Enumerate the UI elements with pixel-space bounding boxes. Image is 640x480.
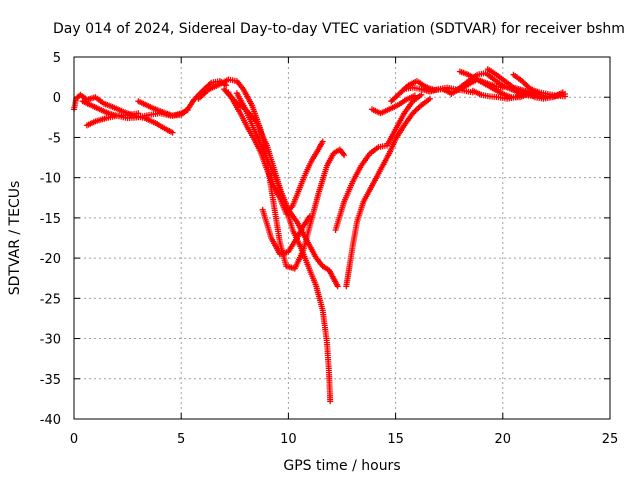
chart-title: Day 014 of 2024, Sidereal Day-to-day VTE… — [53, 21, 625, 37]
y-tick-label: -15 — [40, 212, 61, 227]
x-tick-label: 10 — [280, 432, 297, 447]
data-point — [562, 93, 568, 100]
series-arc-11 — [343, 95, 433, 290]
y-tick-label: -35 — [40, 373, 61, 388]
x-tick-label: 5 — [177, 432, 185, 447]
y-tick-label: 5 — [53, 51, 61, 66]
x-tick-label: 15 — [387, 432, 404, 447]
y-tick-label: -5 — [48, 131, 61, 146]
data-series — [71, 66, 568, 405]
series-arc-08 — [225, 89, 326, 217]
data-point — [184, 107, 191, 114]
series-arc-12 — [369, 92, 418, 117]
y-tick-label: -25 — [40, 292, 61, 307]
x-tick-label: 0 — [70, 432, 78, 447]
data-point — [341, 152, 348, 159]
y-tick-label: 0 — [53, 91, 61, 106]
y-tick-label: -10 — [40, 172, 61, 187]
data-point — [334, 283, 341, 290]
plot-frame — [73, 56, 611, 420]
data-point — [411, 92, 418, 99]
y-axis-label: SDTVAR / TECUs — [7, 181, 23, 296]
x-tick-label: 20 — [495, 432, 512, 447]
series-arc-14 — [401, 84, 476, 96]
series-arc-03 — [83, 110, 142, 129]
y-tick-label: -40 — [40, 413, 61, 428]
y-tick-label: -30 — [40, 333, 61, 348]
data-point — [169, 129, 176, 136]
series-arc-17 — [469, 87, 528, 102]
y-tick-label: -20 — [40, 252, 61, 267]
data-point — [418, 91, 425, 98]
series-arc-20 — [525, 90, 564, 102]
data-point — [306, 213, 313, 220]
data-point — [327, 398, 334, 405]
series-arc-04 — [135, 98, 191, 119]
x-axis-label: GPS time / hours — [283, 458, 400, 474]
data-point — [557, 91, 564, 98]
data-point — [135, 110, 142, 117]
series-arc-07 — [233, 90, 341, 290]
series-arc-09 — [259, 206, 313, 258]
data-point — [426, 95, 433, 102]
axis-ticks: 0 5 10 15 20 25 5 0 -5 -10 -15 -20 -25 -30 -35 -40 — [40, 51, 619, 447]
data-point — [319, 138, 326, 145]
series-arc-10 — [332, 91, 425, 233]
x-tick-label: 25 — [602, 432, 619, 447]
